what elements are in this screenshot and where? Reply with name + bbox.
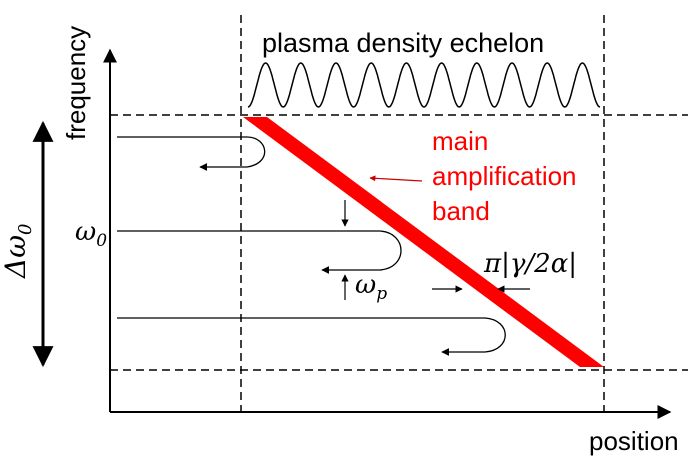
ray-top <box>117 136 266 171</box>
y-axis-label: frequency <box>61 26 91 140</box>
ray-bottom <box>117 317 506 356</box>
x-axis-label: position <box>589 426 679 456</box>
band-width-label: π|γ/2α| <box>483 249 577 279</box>
delta-omega-label: Δω0 <box>0 223 36 279</box>
band-label-line3: band <box>432 196 490 226</box>
amplification-band <box>243 117 604 367</box>
omegap-label: ωp <box>355 270 387 304</box>
ray-middle <box>117 230 402 274</box>
echelon-label: plasma density echelon <box>262 28 544 58</box>
echelon-wave <box>247 62 601 108</box>
band-label-line1: main <box>432 126 488 156</box>
omega0-label: ω0 <box>75 217 107 251</box>
band-pointer <box>369 175 423 182</box>
band-label-line2: amplification <box>432 161 577 191</box>
